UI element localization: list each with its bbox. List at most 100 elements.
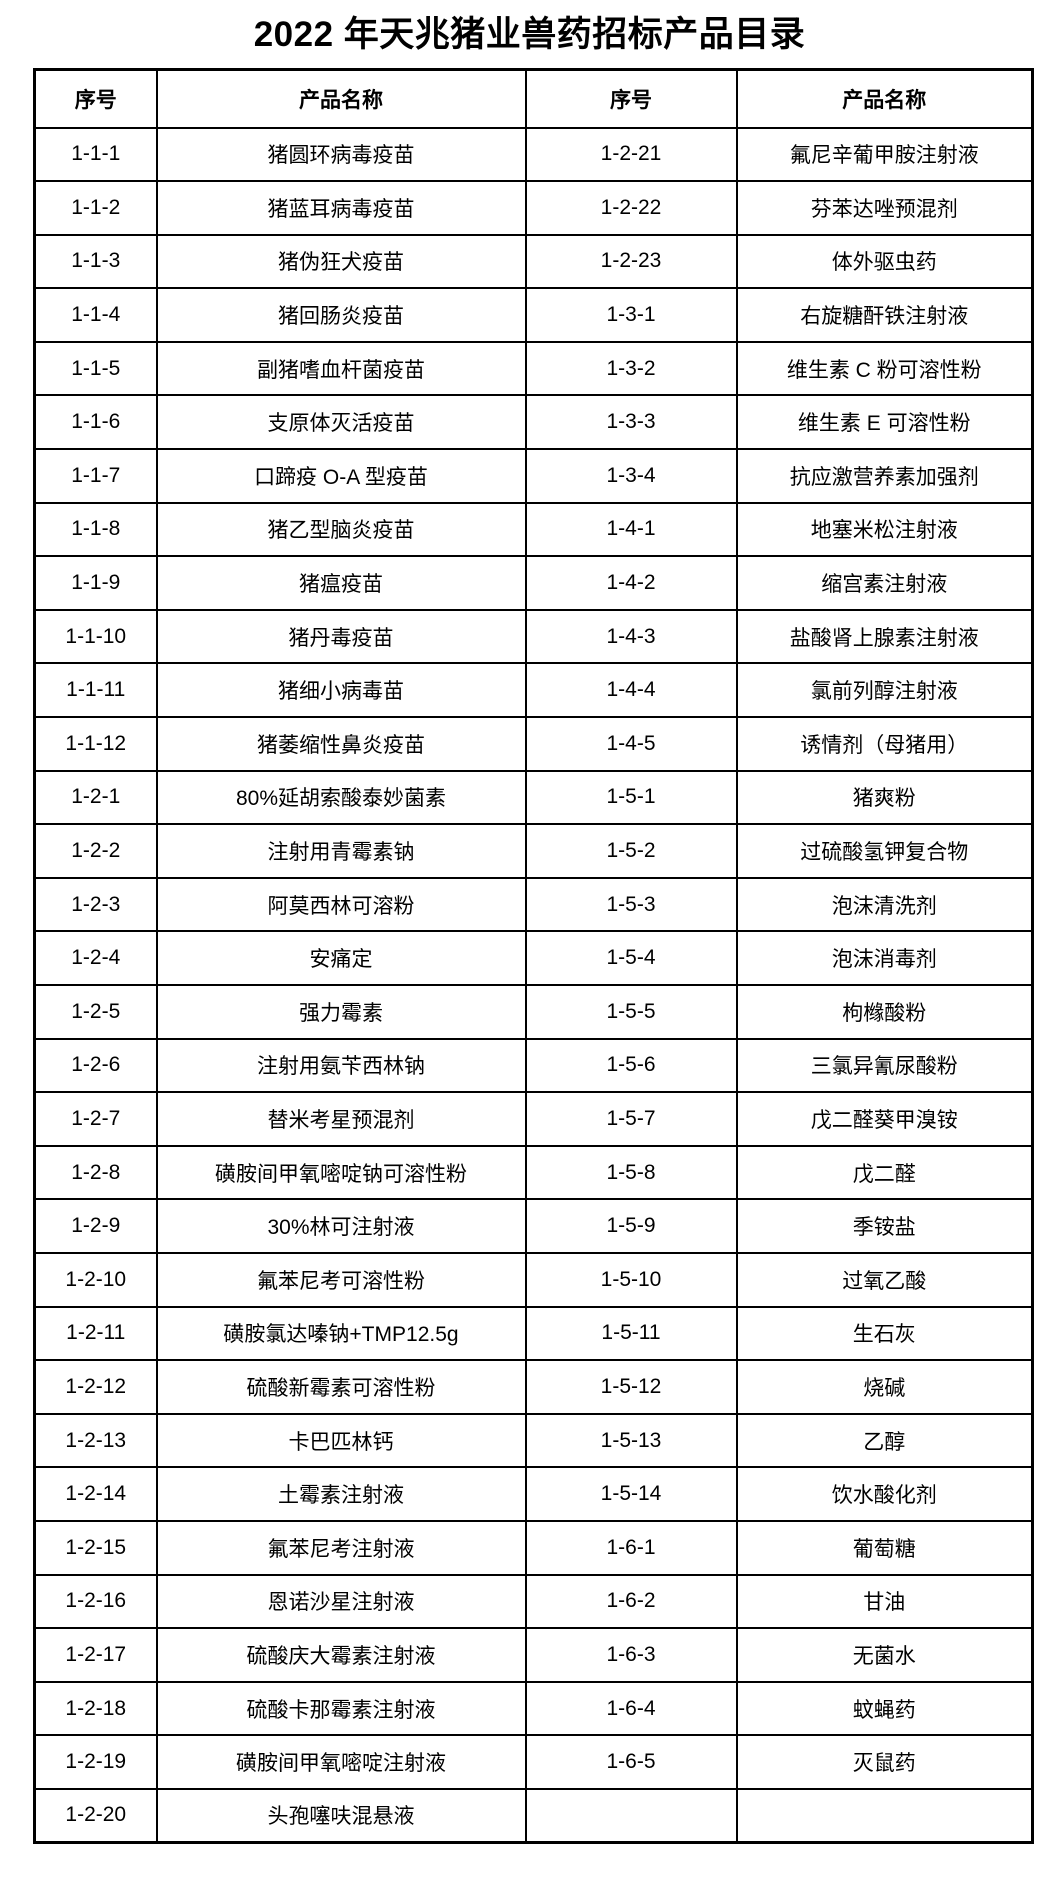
product-name-cell: 戊二醛	[735, 1144, 1034, 1201]
table-row: 1-2-4 安痛定 1-5-4 泡沫消毒剂	[33, 930, 1034, 986]
page-title: 2022 年天兆猪业兽药招标产品目录	[253, 15, 806, 54]
index-cell: 1-5-14	[524, 1466, 738, 1522]
index-cell: 1-2-16	[33, 1573, 158, 1630]
index-cell: 1-1-1	[33, 126, 158, 183]
index-cell: 1-4-4	[524, 662, 738, 719]
product-name-cell: 泡沫消毒剂	[735, 930, 1034, 986]
product-name-cell: 饮水酸化剂	[735, 1466, 1034, 1522]
table-row: 1-2-19 磺胺间甲氧嘧啶注射液 1-6-5 灭鼠药	[33, 1734, 1034, 1790]
product-name-cell: 猪萎缩性鼻炎疫苗	[155, 716, 527, 772]
index-cell: 1-6-3	[524, 1627, 738, 1683]
index-cell: 1-4-1	[524, 501, 738, 558]
index-cell: 1-5-2	[524, 823, 738, 879]
index-cell: 1-2-6	[33, 1037, 158, 1094]
index-cell: 1-5-8	[524, 1144, 738, 1201]
index-cell: 1-2-20	[33, 1787, 158, 1844]
product-name-cell: 猪回肠炎疫苗	[155, 287, 527, 343]
table-row: 1-1-3 猪伪狂犬疫苗 1-2-23 体外驱虫药	[33, 233, 1034, 290]
index-cell: 1-2-2	[33, 823, 158, 879]
index-cell: 1-4-3	[524, 608, 738, 665]
product-name-cell: 氟苯尼考注射液	[155, 1519, 527, 1576]
index-cell: 1-2-18	[33, 1680, 158, 1737]
table-row: 1-2-3 阿莫西林可溶粉 1-5-3 泡沫清洗剂	[33, 876, 1034, 933]
table-row: 1-1-10 猪丹毒疫苗 1-4-3 盐酸肾上腺素注射液	[33, 608, 1034, 665]
table-row: 1-2-16 恩诺沙星注射液 1-6-2 甘油	[33, 1573, 1034, 1630]
index-cell: 1-6-5	[524, 1734, 738, 1790]
product-name-cell: 葡萄糖	[735, 1519, 1034, 1576]
index-cell: 1-2-4	[33, 930, 158, 986]
product-name-cell: 猪爽粉	[735, 769, 1034, 826]
table-row: 1-2-20 头孢噻呋混悬液	[33, 1787, 1034, 1844]
product-name-cell: 灭鼠药	[735, 1734, 1034, 1790]
product-name-cell: 枸橼酸粉	[735, 984, 1034, 1040]
index-cell: 1-5-4	[524, 930, 738, 986]
product-catalog-table: 序号 产品名称 序号 产品名称 1-1-1 猪圆环病毒疫苗 1-2-21 氟尼辛葡甲胺…	[33, 68, 1034, 1844]
product-name-cell: 猪瘟疫苗	[155, 555, 527, 611]
product-name-cell: 注射用氨苄西林钠	[155, 1037, 527, 1094]
index-cell: 1-2-3	[33, 876, 158, 933]
product-name-cell: 氟苯尼考可溶性粉	[155, 1251, 527, 1308]
product-name-cell	[735, 1787, 1034, 1844]
index-cell: 1-5-13	[524, 1412, 738, 1469]
table-row: 1-2-6 注射用氨苄西林钠 1-5-6 三氯异氰尿酸粉	[33, 1037, 1034, 1094]
index-cell: 1-5-10	[524, 1251, 738, 1308]
product-name-cell: 磺胺氯达嗪钠+TMP12.5g	[155, 1305, 527, 1362]
product-name-cell: 强力霉素	[155, 984, 527, 1040]
table-row: 1-1-2 猪蓝耳病毒疫苗 1-2-22 芬苯达唑预混剂	[33, 180, 1034, 236]
product-name-cell: 副猪嗜血杆菌疫苗	[155, 340, 527, 397]
product-name-cell: 猪丹毒疫苗	[155, 608, 527, 665]
header-row: 序号 产品名称 序号 产品名称	[33, 68, 1034, 129]
index-cell: 1-5-5	[524, 984, 738, 1040]
header-index-right: 序号	[524, 68, 738, 129]
product-name-cell: 磺胺间甲氧嘧啶钠可溶性粉	[155, 1144, 527, 1201]
header-product-left: 产品名称	[155, 68, 527, 129]
table-row: 1-1-1 猪圆环病毒疫苗 1-2-21 氟尼辛葡甲胺注射液	[33, 126, 1034, 183]
index-cell: 1-2-14	[33, 1466, 158, 1522]
table-row: 1-1-7 口蹄疫 O-A 型疫苗 1-3-4 抗应激营养素加强剂	[33, 448, 1034, 504]
product-name-cell: 硫酸卡那霉素注射液	[155, 1680, 527, 1737]
product-name-cell: 诱情剂（母猪用）	[735, 716, 1034, 772]
product-name-cell: 头孢噻呋混悬液	[155, 1787, 527, 1844]
product-name-cell: 甘油	[735, 1573, 1034, 1630]
index-cell: 1-1-9	[33, 555, 158, 611]
product-name-cell: 80%延胡索酸泰妙菌素	[155, 769, 527, 826]
table-row: 1-1-8 猪乙型脑炎疫苗 1-4-1 地塞米松注射液	[33, 501, 1034, 558]
index-cell: 1-2-19	[33, 1734, 158, 1790]
index-cell: 1-1-10	[33, 608, 158, 665]
product-name-cell: 注射用青霉素钠	[155, 823, 527, 879]
index-cell: 1-2-12	[33, 1359, 158, 1415]
index-cell: 1-2-10	[33, 1251, 158, 1308]
product-name-cell: 蚊蝇药	[735, 1680, 1034, 1737]
index-cell: 1-2-15	[33, 1519, 158, 1576]
index-cell: 1-6-1	[524, 1519, 738, 1576]
product-name-cell: 磺胺间甲氧嘧啶注射液	[155, 1734, 527, 1790]
table-row: 1-2-9 30%林可注射液 1-5-9 季铵盐	[33, 1198, 1034, 1254]
product-name-cell: 替米考星预混剂	[155, 1091, 527, 1147]
index-cell: 1-1-5	[33, 340, 158, 397]
table-row: 1-1-12 猪萎缩性鼻炎疫苗 1-4-5 诱情剂（母猪用）	[33, 716, 1034, 772]
product-name-cell: 右旋糖酐铁注射液	[735, 287, 1034, 343]
product-name-cell: 维生素 E 可溶性粉	[735, 394, 1034, 451]
product-name-cell: 戊二醛葵甲溴铵	[735, 1091, 1034, 1147]
product-name-cell: 抗应激营养素加强剂	[735, 448, 1034, 504]
table-body: 1-1-1 猪圆环病毒疫苗 1-2-21 氟尼辛葡甲胺注射液 1-1-2 猪蓝耳病毒疫苗 1…	[33, 126, 1034, 1844]
index-cell: 1-2-9	[33, 1198, 158, 1254]
table-row: 1-2-7 替米考星预混剂 1-5-7 戊二醛葵甲溴铵	[33, 1091, 1034, 1147]
product-name-cell: 氟尼辛葡甲胺注射液	[735, 126, 1034, 183]
product-name-cell: 猪细小病毒苗	[155, 662, 527, 719]
index-cell: 1-5-9	[524, 1198, 738, 1254]
product-name-cell: 缩宫素注射液	[735, 555, 1034, 611]
product-name-cell: 芬苯达唑预混剂	[735, 180, 1034, 236]
table-row: 1-1-5 副猪嗜血杆菌疫苗 1-3-2 维生素 C 粉可溶性粉	[33, 340, 1034, 397]
index-cell: 1-2-21	[524, 126, 738, 183]
product-name-cell: 猪伪狂犬疫苗	[155, 233, 527, 290]
product-name-cell: 口蹄疫 O-A 型疫苗	[155, 448, 527, 504]
table-row: 1-1-9 猪瘟疫苗 1-4-2 缩宫素注射液	[33, 555, 1034, 611]
table-row: 1-1-6 支原体灭活疫苗 1-3-3 维生素 E 可溶性粉	[33, 394, 1034, 451]
product-name-cell: 无菌水	[735, 1627, 1034, 1683]
product-name-cell: 地塞米松注射液	[735, 501, 1034, 558]
index-cell: 1-3-3	[524, 394, 738, 451]
index-cell: 1-1-2	[33, 180, 158, 236]
index-cell: 1-2-1	[33, 769, 158, 826]
